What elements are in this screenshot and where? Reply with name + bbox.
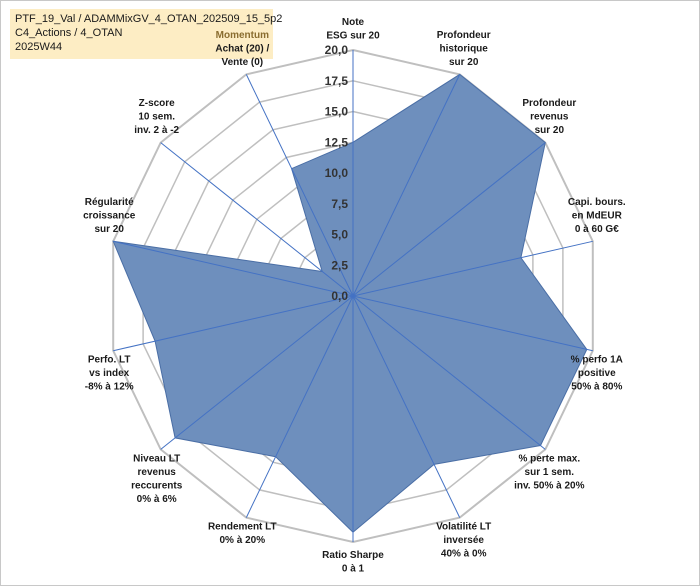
- axis-label: Niveau LT revenus reccurents 0% à 6%: [131, 453, 183, 505]
- tick-label: 7,5: [331, 197, 348, 211]
- axis-label-line: vs index: [89, 368, 129, 379]
- axis-label-line: Note: [342, 17, 365, 28]
- axis-spoke: [160, 295, 354, 450]
- axis-label-line: 0 à 60 G€: [575, 224, 619, 235]
- axis-label-line: inversée: [443, 535, 484, 546]
- axis-spoke: [113, 240, 354, 297]
- axis-label-line: sur 1 sem.: [525, 467, 575, 478]
- axis-spoke: [352, 295, 593, 352]
- axis-spoke: [352, 295, 546, 450]
- axis-label-line: reccurents: [131, 480, 183, 491]
- axis-label-line: Volatilité LT: [436, 522, 491, 533]
- axis-label-line: % perfo 1A: [571, 355, 623, 366]
- axis-label-line: Ratio Sharpe: [322, 550, 384, 561]
- axis-label-line: croissance: [83, 210, 136, 221]
- axis-label-line: 0 à 1: [342, 564, 365, 575]
- axis-label-line: Capi. bours.: [568, 197, 626, 208]
- axis-label: Rendement LT 0% à 20%: [208, 522, 277, 547]
- axis-spoke: [352, 295, 461, 518]
- axis-label-line: Rendement LT: [208, 522, 277, 533]
- axis-label-line: Profondeur: [437, 30, 491, 41]
- tick-label: 2,5: [331, 258, 348, 272]
- axis-label: Régularité croissance sur 20: [83, 197, 136, 235]
- axis-label-line: Régularité: [85, 197, 134, 208]
- axis-label-line: ESG sur 20: [326, 31, 380, 42]
- tick-label: 10,0: [325, 166, 349, 180]
- chart-title-line: C4_Actions / 4_OTAN: [15, 27, 123, 39]
- axis-label-line: revenus: [530, 112, 569, 123]
- axis-label-line: Achat (20) /: [215, 43, 269, 54]
- axis-label: Z-score 10 sem. inv. 2 à -2: [134, 98, 179, 136]
- axis-label-line: % perte max.: [518, 453, 580, 464]
- tick-label: 5,0: [331, 228, 348, 242]
- tick-layer: 0,0 2,5 5,0 7,5 10,0 12,5 15,0 17,5 20,0: [325, 43, 349, 303]
- axis-label-line: Z-score: [139, 98, 176, 109]
- tick-label: 20,0: [325, 43, 349, 57]
- axis-spoke: [245, 74, 354, 297]
- axis-label: % perfo 1A positive 50% à 80%: [571, 355, 623, 393]
- tick-label: 15,0: [325, 105, 349, 119]
- chart-title-box: PTF_19_Val / ADAMMixGV_4_OTAN_202509_15_…: [10, 9, 283, 59]
- axis-label-line: 10 sem.: [138, 112, 175, 123]
- axis-label-line: en MdEUR: [572, 210, 623, 221]
- axis-label-line: 0% à 20%: [220, 535, 266, 546]
- axis-spoke: [352, 142, 546, 297]
- axis-label-line: historique: [440, 43, 489, 54]
- label-layer: Note ESG sur 20 Profondeur historique sur 20…: [83, 17, 626, 575]
- axis-label: Momentum Achat (20) / Vente (0): [215, 30, 269, 68]
- axis-label: Capi. bours. en MdEUR 0 à 60 G€: [568, 197, 626, 235]
- axis-label-line: sur 20: [535, 125, 565, 136]
- axis-layer: [113, 50, 593, 542]
- axis-label-line: Niveau LT: [133, 453, 180, 464]
- axis-label-line: Perfo. LT: [88, 355, 131, 366]
- axis-label-line: sur 20: [449, 57, 479, 68]
- axis-label-line: -8% à 12%: [85, 382, 134, 393]
- axis-label-line: Momentum: [216, 30, 269, 41]
- axis-label-line: Vente (0): [221, 57, 263, 68]
- axis-label-line: inv. 2 à -2: [134, 125, 179, 136]
- axis-label: % perte max. sur 1 sem. inv. 50% à 20%: [514, 453, 585, 491]
- axis-label-line: positive: [578, 368, 616, 379]
- axis-spoke: [352, 240, 593, 297]
- tick-label: 12,5: [325, 135, 349, 149]
- axis-label: Volatilité LT inversée 40% à 0%: [436, 522, 491, 560]
- chart-title-line: 2025W44: [15, 41, 63, 53]
- axis-label: Note ESG sur 20: [326, 17, 380, 42]
- axis-spoke: [160, 142, 354, 297]
- axis-label-line: sur 20: [94, 224, 124, 235]
- tick-label: 0,0: [331, 289, 348, 303]
- axis-label: Profondeur revenus sur 20: [522, 98, 576, 136]
- axis-label: Perfo. LT vs index -8% à 12%: [85, 355, 134, 393]
- axis-label: Profondeur historique sur 20: [437, 30, 491, 68]
- axis-spoke: [352, 74, 461, 297]
- axis-spoke: [113, 295, 354, 352]
- tick-label: 17,5: [325, 74, 349, 88]
- chart-title-line: PTF_19_Val / ADAMMixGV_4_OTAN_202509_15_…: [15, 13, 283, 25]
- axis-label-line: Profondeur: [522, 98, 576, 109]
- axis-label: Ratio Sharpe 0 à 1: [322, 550, 384, 575]
- axis-label-line: 40% à 0%: [441, 549, 487, 560]
- axis-label-line: 0% à 6%: [137, 494, 177, 505]
- axis-label-line: revenus: [138, 467, 177, 478]
- axis-label-line: inv. 50% à 20%: [514, 480, 585, 491]
- axis-spoke: [245, 295, 354, 518]
- axis-label-line: 50% à 80%: [571, 382, 622, 393]
